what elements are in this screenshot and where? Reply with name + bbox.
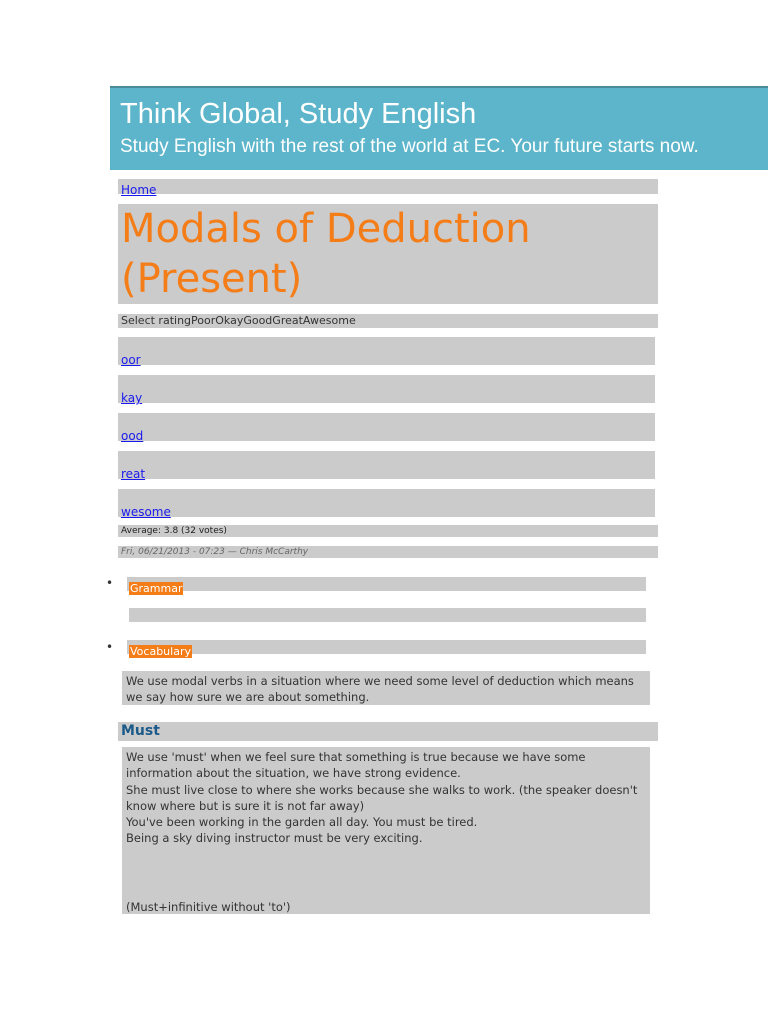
section-line: She must live close to where she works b…	[126, 782, 638, 813]
header-banner: Think Global, Study English Study Englis…	[110, 86, 768, 170]
banner-subtitle: Study English with the rest of the world…	[120, 136, 699, 157]
rating-option: kay	[118, 375, 655, 405]
section-heading: Must	[118, 722, 658, 741]
section-body: We use 'must' when we feel sure that som…	[122, 747, 650, 914]
page-title-line2: (Present)	[121, 256, 303, 302]
rating-link-good[interactable]: ood	[121, 429, 144, 443]
rating-option: ood	[118, 413, 655, 443]
tag-grammar[interactable]: Grammar	[129, 577, 184, 596]
section-note: (Must+infinitive without 'to')	[126, 900, 291, 914]
bullet-icon: •	[106, 576, 114, 590]
breadcrumb: Home	[118, 179, 658, 197]
section-line: You've been working in the garden all da…	[126, 815, 478, 830]
rating-option: reat	[118, 451, 655, 481]
tag-row	[127, 640, 646, 654]
banner-title: Think Global, Study English	[120, 98, 477, 130]
rating-link-great[interactable]: reat	[121, 467, 146, 481]
tag-vocabulary-label[interactable]: Vocabulary	[129, 645, 192, 658]
page-title: Modals of Deduction (Present)	[118, 204, 658, 304]
rating-link-poor[interactable]: oor	[121, 353, 141, 367]
rating-select[interactable]: Select ratingPoorOkayGoodGreatAwesome	[118, 314, 658, 328]
section-line: Being a sky diving instructor must be ve…	[126, 831, 423, 846]
rating-option: oor	[118, 337, 655, 367]
rating-average: Average: 3.8 (32 votes)	[118, 525, 658, 537]
rating-link-okay[interactable]: kay	[121, 391, 143, 405]
rating-link-awesome[interactable]: wesome	[121, 505, 171, 519]
section-line: We use 'must' when we feel sure that som…	[126, 750, 586, 781]
rating-option: wesome	[118, 489, 655, 519]
home-link[interactable]: Home	[121, 183, 157, 197]
intro-text: We use modal verbs in a situation where …	[122, 671, 650, 705]
tag-row	[127, 577, 646, 591]
spacer-bar	[129, 608, 646, 622]
page-title-line1: Modals of Deduction	[121, 206, 531, 252]
bullet-icon: •	[106, 640, 114, 654]
tag-grammar-label[interactable]: Grammar	[129, 582, 184, 595]
post-meta: Fri, 06/21/2013 - 07:23 — Chris McCarthy	[118, 546, 658, 558]
tag-vocabulary[interactable]: Vocabulary	[129, 640, 192, 659]
